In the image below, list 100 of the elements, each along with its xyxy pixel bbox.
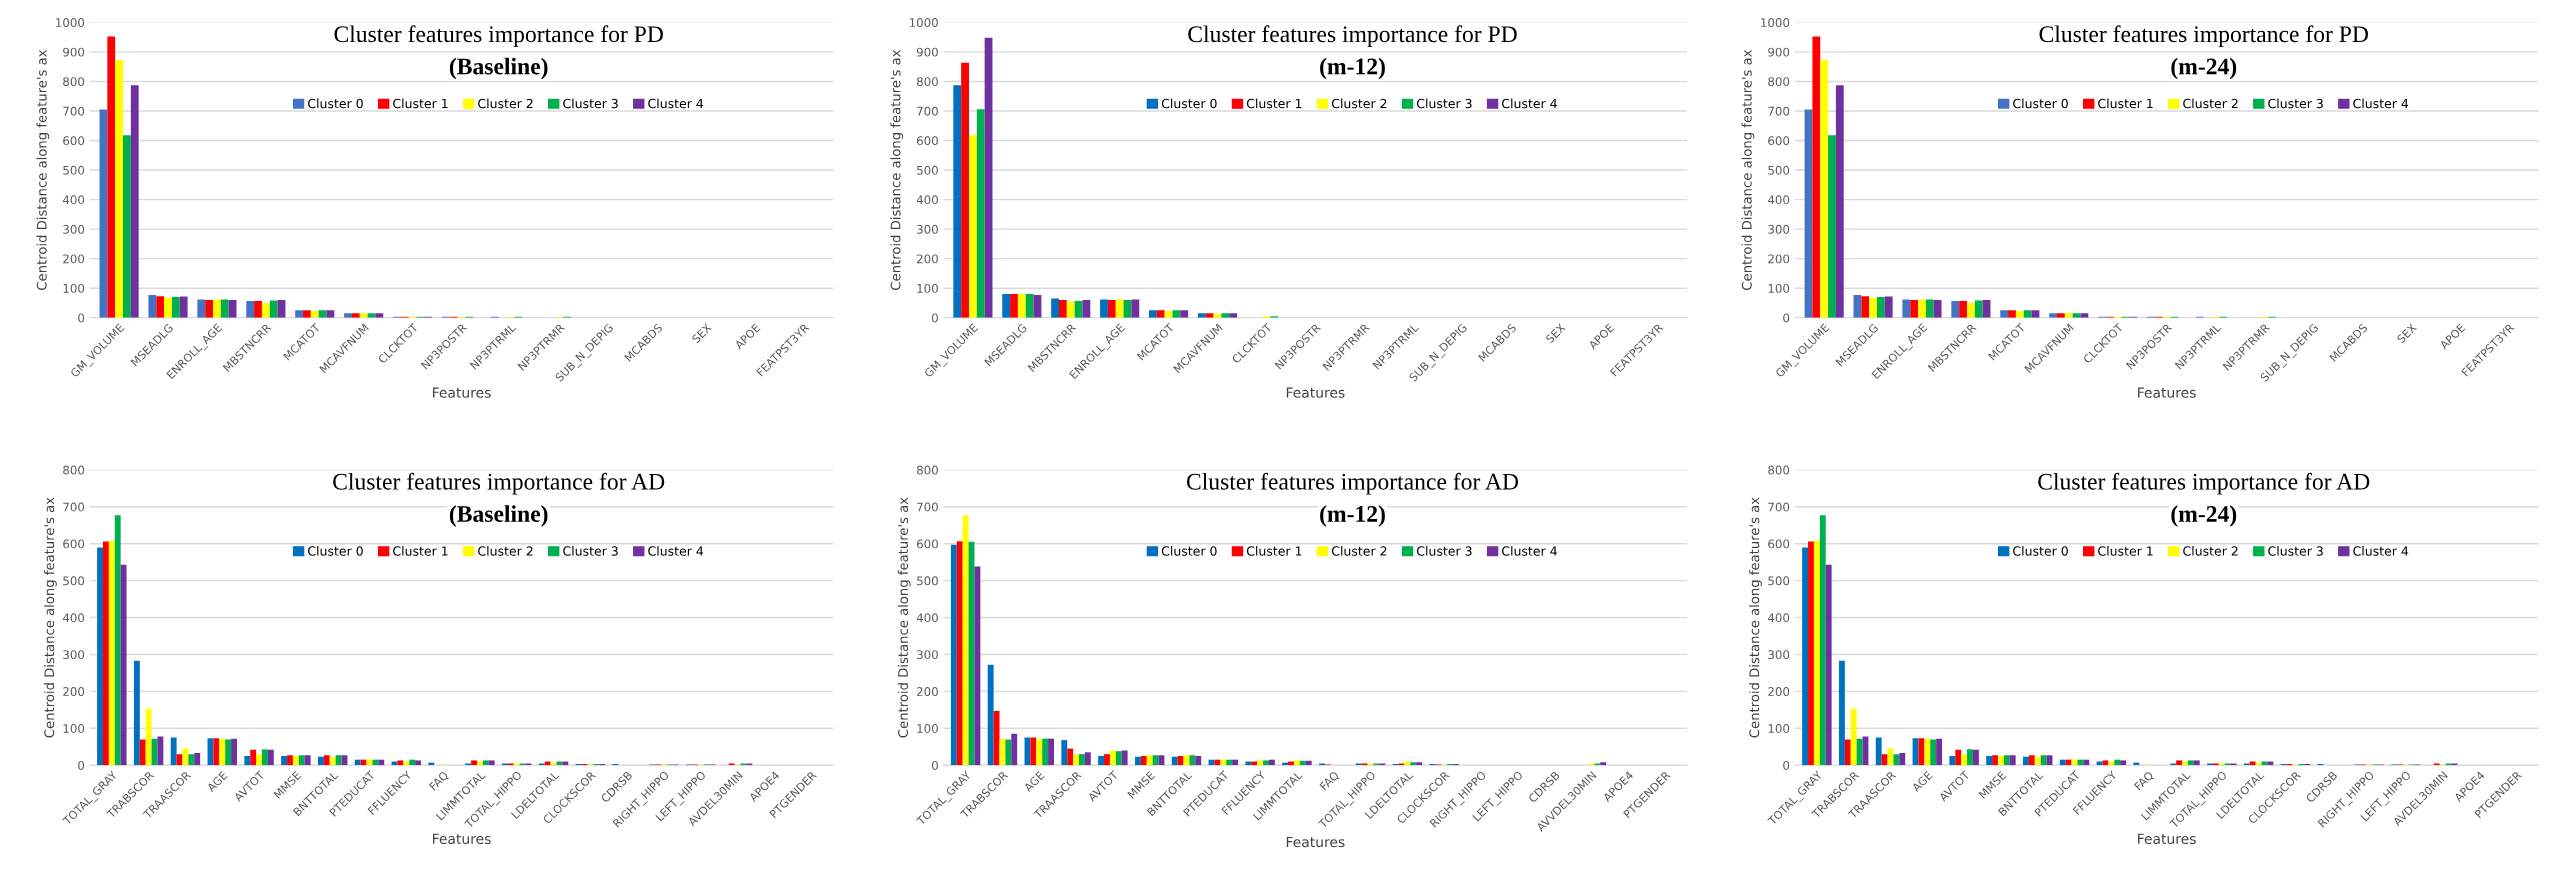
bar bbox=[2003, 755, 2010, 766]
bar bbox=[976, 109, 985, 318]
y-tick-label: 600 bbox=[63, 136, 85, 146]
bar bbox=[956, 541, 963, 766]
y-tick-label: 1000 bbox=[909, 18, 938, 28]
bar bbox=[1220, 759, 1227, 766]
legend-label: Cluster 4 bbox=[2353, 546, 2409, 556]
legend-label: Cluster 4 bbox=[648, 546, 704, 556]
bar bbox=[1121, 750, 1128, 766]
y-axis-title: Centroid Distance along feature's ax bbox=[44, 497, 57, 738]
bar bbox=[344, 313, 352, 318]
bar bbox=[1109, 750, 1116, 766]
y-tick-label: 800 bbox=[916, 77, 938, 87]
legend-label: Cluster 2 bbox=[2183, 546, 2238, 556]
bar bbox=[1229, 313, 1238, 318]
y-tick-label: 700 bbox=[1768, 502, 1790, 512]
bar bbox=[176, 754, 183, 766]
bar bbox=[304, 755, 311, 766]
y-tick-label: 800 bbox=[1768, 465, 1790, 475]
bar bbox=[2071, 759, 2078, 766]
bar bbox=[1875, 737, 1882, 766]
legend-label: Cluster 0 bbox=[2013, 546, 2068, 556]
y-tick-label: 100 bbox=[63, 283, 85, 293]
bar bbox=[1925, 299, 1934, 318]
y-tick-label: 400 bbox=[916, 613, 938, 623]
bar bbox=[2059, 759, 2066, 766]
bar bbox=[372, 759, 379, 766]
legend-label: Cluster 1 bbox=[1246, 546, 1302, 556]
bar bbox=[171, 297, 180, 318]
y-tick-label: 400 bbox=[916, 195, 938, 205]
y-tick-label: 900 bbox=[916, 47, 938, 57]
y-tick-label: 1000 bbox=[56, 18, 85, 28]
bar bbox=[114, 515, 121, 766]
text: (Baseline) bbox=[449, 505, 548, 527]
bar bbox=[1098, 756, 1105, 766]
y-tick-label: 900 bbox=[1768, 47, 1790, 57]
bar bbox=[974, 566, 981, 766]
bar bbox=[1073, 754, 1080, 766]
bar bbox=[287, 755, 293, 766]
bar bbox=[1819, 515, 1826, 766]
bar bbox=[102, 541, 109, 766]
x-axis-title: Features bbox=[433, 833, 491, 845]
y-tick-label: 300 bbox=[917, 650, 938, 660]
bar bbox=[1115, 751, 1122, 766]
legend-label: Cluster 4 bbox=[648, 98, 704, 109]
bar bbox=[1997, 756, 2004, 766]
text: (m-12) bbox=[1320, 57, 1385, 80]
bar bbox=[213, 738, 220, 766]
bar bbox=[2176, 760, 2183, 766]
bar bbox=[231, 738, 237, 766]
legend-label: Cluster 3 bbox=[1416, 546, 1472, 556]
legend-label: Cluster 0 bbox=[1161, 98, 1217, 109]
bar bbox=[354, 759, 361, 766]
bar bbox=[1061, 740, 1068, 766]
bar bbox=[1416, 762, 1423, 766]
bar bbox=[1205, 313, 1214, 318]
bar bbox=[115, 59, 123, 318]
y-tick-label: 300 bbox=[1768, 224, 1790, 234]
bar bbox=[1861, 296, 1870, 318]
bar bbox=[1869, 297, 1877, 318]
bar bbox=[1268, 759, 1275, 766]
bar bbox=[415, 760, 422, 766]
y-tick-label: 800 bbox=[916, 465, 938, 475]
bar bbox=[1924, 738, 1931, 766]
bar bbox=[1066, 301, 1075, 318]
bar bbox=[409, 759, 416, 766]
chart-title: Cluster features importance for AD bbox=[2038, 472, 2370, 495]
y-tick-label: 400 bbox=[62, 195, 85, 205]
bar bbox=[1214, 759, 1221, 766]
bar bbox=[1149, 310, 1157, 318]
bar bbox=[1226, 759, 1233, 766]
y-tick-label: 200 bbox=[917, 687, 938, 697]
bar bbox=[318, 310, 327, 318]
bar bbox=[2040, 755, 2047, 766]
bar bbox=[1048, 738, 1054, 766]
y-tick-label: 300 bbox=[1768, 650, 1790, 660]
bar bbox=[1802, 547, 1809, 766]
y-tick-label: 700 bbox=[1768, 106, 1790, 116]
bar bbox=[133, 660, 140, 766]
y-tick-label: 0 bbox=[931, 760, 938, 770]
bar bbox=[482, 760, 489, 766]
bar bbox=[2034, 756, 2041, 766]
bar bbox=[1967, 749, 1973, 766]
bar bbox=[157, 736, 164, 766]
bar bbox=[2083, 759, 2090, 766]
bar bbox=[1808, 541, 1814, 766]
bar bbox=[156, 296, 165, 318]
y-tick-label: 700 bbox=[917, 502, 938, 512]
bar bbox=[987, 664, 994, 766]
text: (m-24) bbox=[2171, 57, 2237, 80]
legend-label: Cluster 0 bbox=[1161, 546, 1217, 556]
legend-label: Cluster 3 bbox=[563, 546, 618, 556]
chart-title: Cluster features importance for PD bbox=[1188, 25, 1517, 47]
y-tick-label: 900 bbox=[63, 47, 85, 57]
bar bbox=[1972, 749, 1979, 766]
legend-label: Cluster 2 bbox=[1331, 546, 1387, 556]
legend-label: Cluster 1 bbox=[393, 546, 448, 556]
bar bbox=[359, 313, 368, 318]
y-tick-label: 100 bbox=[917, 724, 938, 733]
y-tick-label: 200 bbox=[63, 254, 85, 264]
